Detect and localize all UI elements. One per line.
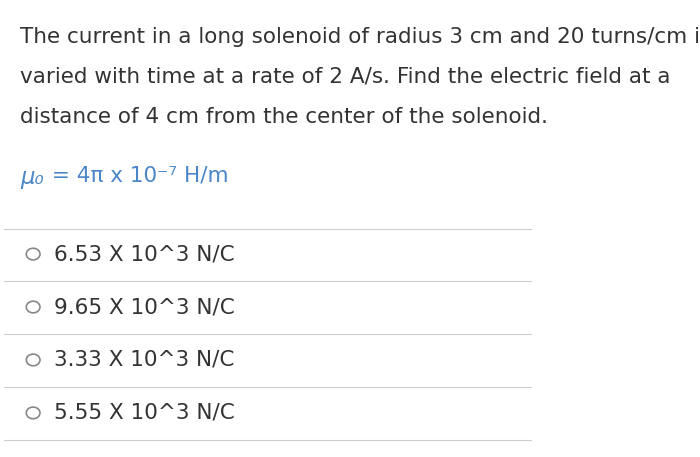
Text: = 4π x 10⁻⁷ H/m: = 4π x 10⁻⁷ H/m	[45, 166, 228, 186]
Text: μ₀: μ₀	[20, 166, 43, 189]
Text: 5.55 X 10^3 N/C: 5.55 X 10^3 N/C	[54, 403, 235, 423]
Text: distance of 4 cm from the center of the solenoid.: distance of 4 cm from the center of the …	[20, 107, 548, 128]
Text: The current in a long solenoid of radius 3 cm and 20 turns/cm is: The current in a long solenoid of radius…	[20, 27, 700, 47]
Text: 9.65 X 10^3 N/C: 9.65 X 10^3 N/C	[54, 297, 235, 317]
Text: varied with time at a rate of 2 A/s. Find the electric field at a: varied with time at a rate of 2 A/s. Fin…	[20, 67, 671, 87]
Text: 3.33 X 10^3 N/C: 3.33 X 10^3 N/C	[54, 350, 234, 370]
Text: 6.53 X 10^3 N/C: 6.53 X 10^3 N/C	[54, 244, 234, 264]
